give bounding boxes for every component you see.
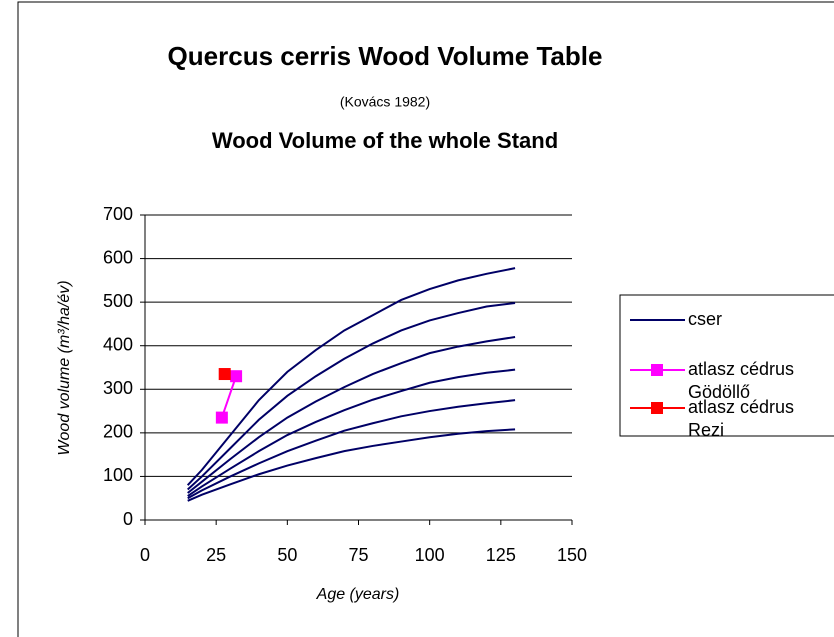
series-line xyxy=(220,375,238,418)
x-tick-label: 50 xyxy=(277,545,297,565)
y-tick-label: 300 xyxy=(103,378,133,398)
y-tick-label: 700 xyxy=(103,204,133,224)
series-line xyxy=(186,267,516,486)
chart-subtitle: (Kovács 1982) xyxy=(340,94,430,110)
x-axis-title: Age (years) xyxy=(316,586,400,603)
x-tick-label: 125 xyxy=(486,545,516,565)
chart-title: Quercus cerris Wood Volume Table xyxy=(168,41,603,71)
series-line xyxy=(187,428,516,502)
y-tick-label: 600 xyxy=(103,247,133,267)
point-marker xyxy=(230,370,243,383)
legend-label: cser xyxy=(688,309,722,329)
x-tick-label: 0 xyxy=(140,545,150,565)
legend-label: atlasz cédrus Rezi xyxy=(688,397,799,440)
x-tick-label: 150 xyxy=(557,545,587,565)
legend-marker xyxy=(651,402,663,414)
y-tick-label: 400 xyxy=(103,334,133,354)
series-line xyxy=(187,399,516,500)
y-axis-title: Wood volume (m³/ha/év) xyxy=(56,280,73,455)
y-tick-label: 100 xyxy=(103,465,133,485)
series-line xyxy=(187,336,516,494)
x-tick-label: 100 xyxy=(415,545,445,565)
legend-label: atlasz cédrus Gödöllő xyxy=(688,359,799,402)
x-tick-label: 75 xyxy=(348,545,368,565)
point-marker xyxy=(218,368,231,381)
y-tick-label: 500 xyxy=(103,291,133,311)
y-tick-label: 200 xyxy=(103,422,133,442)
x-tick-label: 25 xyxy=(206,545,226,565)
series-line xyxy=(187,368,516,497)
series-line xyxy=(187,302,516,491)
legend-marker xyxy=(651,364,663,376)
y-tick-label: 0 xyxy=(123,509,133,529)
chart-subtitle-2: Wood Volume of the whole Stand xyxy=(212,128,558,153)
point-marker xyxy=(215,411,228,424)
